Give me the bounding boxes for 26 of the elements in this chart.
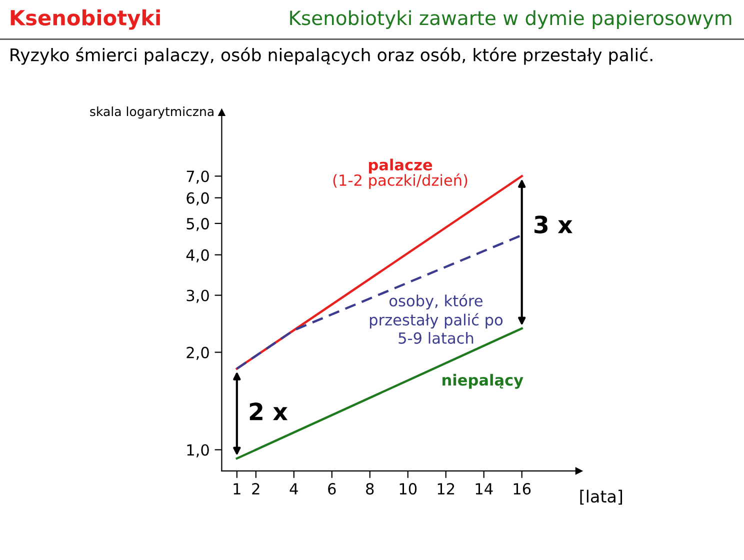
x-tick-label: 12 — [438, 483, 454, 494]
y-tick-label: 1,0 — [187, 444, 209, 458]
chart-title: Ksenobiotyki — [10, 9, 160, 30]
x-tick-label: 8 — [366, 483, 374, 495]
y-tick-label: 4,0 — [186, 249, 209, 262]
y-tick-label: 3,0 — [186, 290, 209, 303]
x-tick-label: 2 — [252, 483, 260, 494]
y-tick-label: 2,0 — [186, 346, 209, 360]
x-tick-label: 1 — [234, 483, 240, 494]
y-tick-label: 7,0 — [186, 170, 209, 184]
y-tick-label: 6,0 — [186, 192, 209, 206]
x-tick-label: 14 — [476, 483, 493, 494]
x-axis-title: [lata] — [580, 490, 622, 505]
y-tick-label: 5,0 — [186, 218, 209, 232]
annotation: 2 x — [250, 402, 288, 420]
series-label: niepalący — [442, 374, 524, 389]
text: Ksenobiotyki zawarte w dymie papierosowym — [290, 10, 732, 30]
chart-subtitle: Ryzyko śmierci palaczy, osób niepalących oraz osób, które przestały palić. — [10, 47, 652, 65]
x-tick-label: 6 — [328, 483, 336, 495]
x-tick-label: 4 — [290, 483, 298, 494]
annotation: 3 x — [534, 216, 572, 234]
series-label: osoby, które przestały palić po 5-9 latach — [370, 294, 503, 344]
x-tick-label: 10 — [400, 483, 417, 495]
series-label: palacze (1-2 paczki/dzień) — [333, 158, 468, 189]
x-tick-label: 16 — [514, 483, 531, 495]
y-axis-title: skala logarytmiczna — [90, 106, 214, 119]
